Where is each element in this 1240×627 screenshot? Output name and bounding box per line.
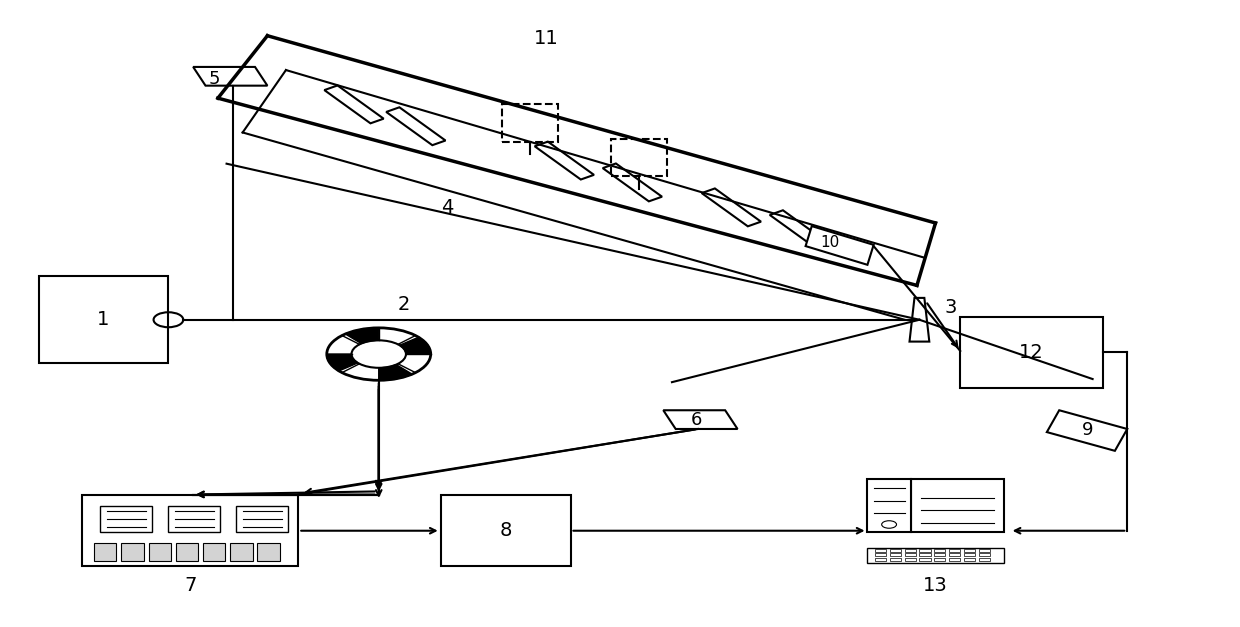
Bar [890, 557, 900, 561]
Text: 2: 2 [397, 295, 409, 314]
Bar [978, 549, 990, 552]
Bar [122, 542, 144, 561]
Bar [919, 553, 930, 556]
Polygon shape [770, 210, 830, 248]
Bar [611, 139, 667, 176]
Polygon shape [663, 410, 738, 429]
Bar [904, 557, 915, 561]
Text: 6: 6 [691, 411, 702, 429]
Bar [890, 553, 900, 556]
Bar [949, 549, 960, 552]
Bar [960, 317, 1102, 388]
Bar [258, 542, 280, 561]
Polygon shape [603, 164, 662, 201]
Bar [875, 549, 887, 552]
Bar [176, 542, 198, 561]
Text: 12: 12 [1019, 343, 1044, 362]
Polygon shape [806, 226, 874, 265]
Polygon shape [325, 85, 383, 124]
Text: 4: 4 [440, 198, 453, 217]
Text: 7: 7 [184, 576, 196, 594]
Polygon shape [1047, 410, 1127, 451]
Polygon shape [193, 67, 268, 86]
Bar [963, 557, 975, 561]
Text: 10: 10 [821, 236, 839, 250]
Bar [963, 549, 975, 552]
Polygon shape [386, 107, 445, 145]
Bar [919, 557, 930, 561]
Bar [934, 549, 945, 552]
Bar [237, 506, 289, 532]
Bar [949, 557, 960, 561]
Bar [963, 553, 975, 556]
Text: 9: 9 [1083, 421, 1094, 440]
Bar [868, 547, 1003, 563]
Bar [868, 479, 910, 532]
Bar [231, 542, 253, 561]
Wedge shape [327, 354, 358, 371]
Bar [94, 542, 117, 561]
Wedge shape [346, 328, 378, 344]
Bar [203, 542, 226, 561]
Bar [910, 479, 1003, 532]
Bar [978, 557, 990, 561]
Text: 8: 8 [500, 521, 512, 540]
Text: 3: 3 [944, 298, 956, 317]
Bar [904, 549, 915, 552]
Bar [978, 553, 990, 556]
Bar [890, 549, 900, 552]
Bar [169, 506, 221, 532]
Bar [934, 557, 945, 561]
Text: 11: 11 [533, 29, 558, 48]
Bar [949, 553, 960, 556]
Bar [100, 506, 153, 532]
Bar [875, 557, 887, 561]
Bar [875, 553, 887, 556]
Polygon shape [909, 298, 929, 342]
Text: 1: 1 [97, 310, 109, 329]
Bar [919, 549, 930, 552]
Text: 5: 5 [208, 70, 219, 88]
Bar [149, 542, 171, 561]
Polygon shape [702, 189, 761, 226]
Text: 13: 13 [923, 576, 947, 594]
Wedge shape [399, 337, 430, 354]
Bar [82, 495, 299, 566]
Bar [502, 104, 558, 142]
Polygon shape [534, 142, 594, 179]
Wedge shape [378, 364, 412, 381]
Bar [38, 276, 169, 364]
Bar [934, 553, 945, 556]
Bar [440, 495, 570, 566]
Bar [904, 553, 915, 556]
